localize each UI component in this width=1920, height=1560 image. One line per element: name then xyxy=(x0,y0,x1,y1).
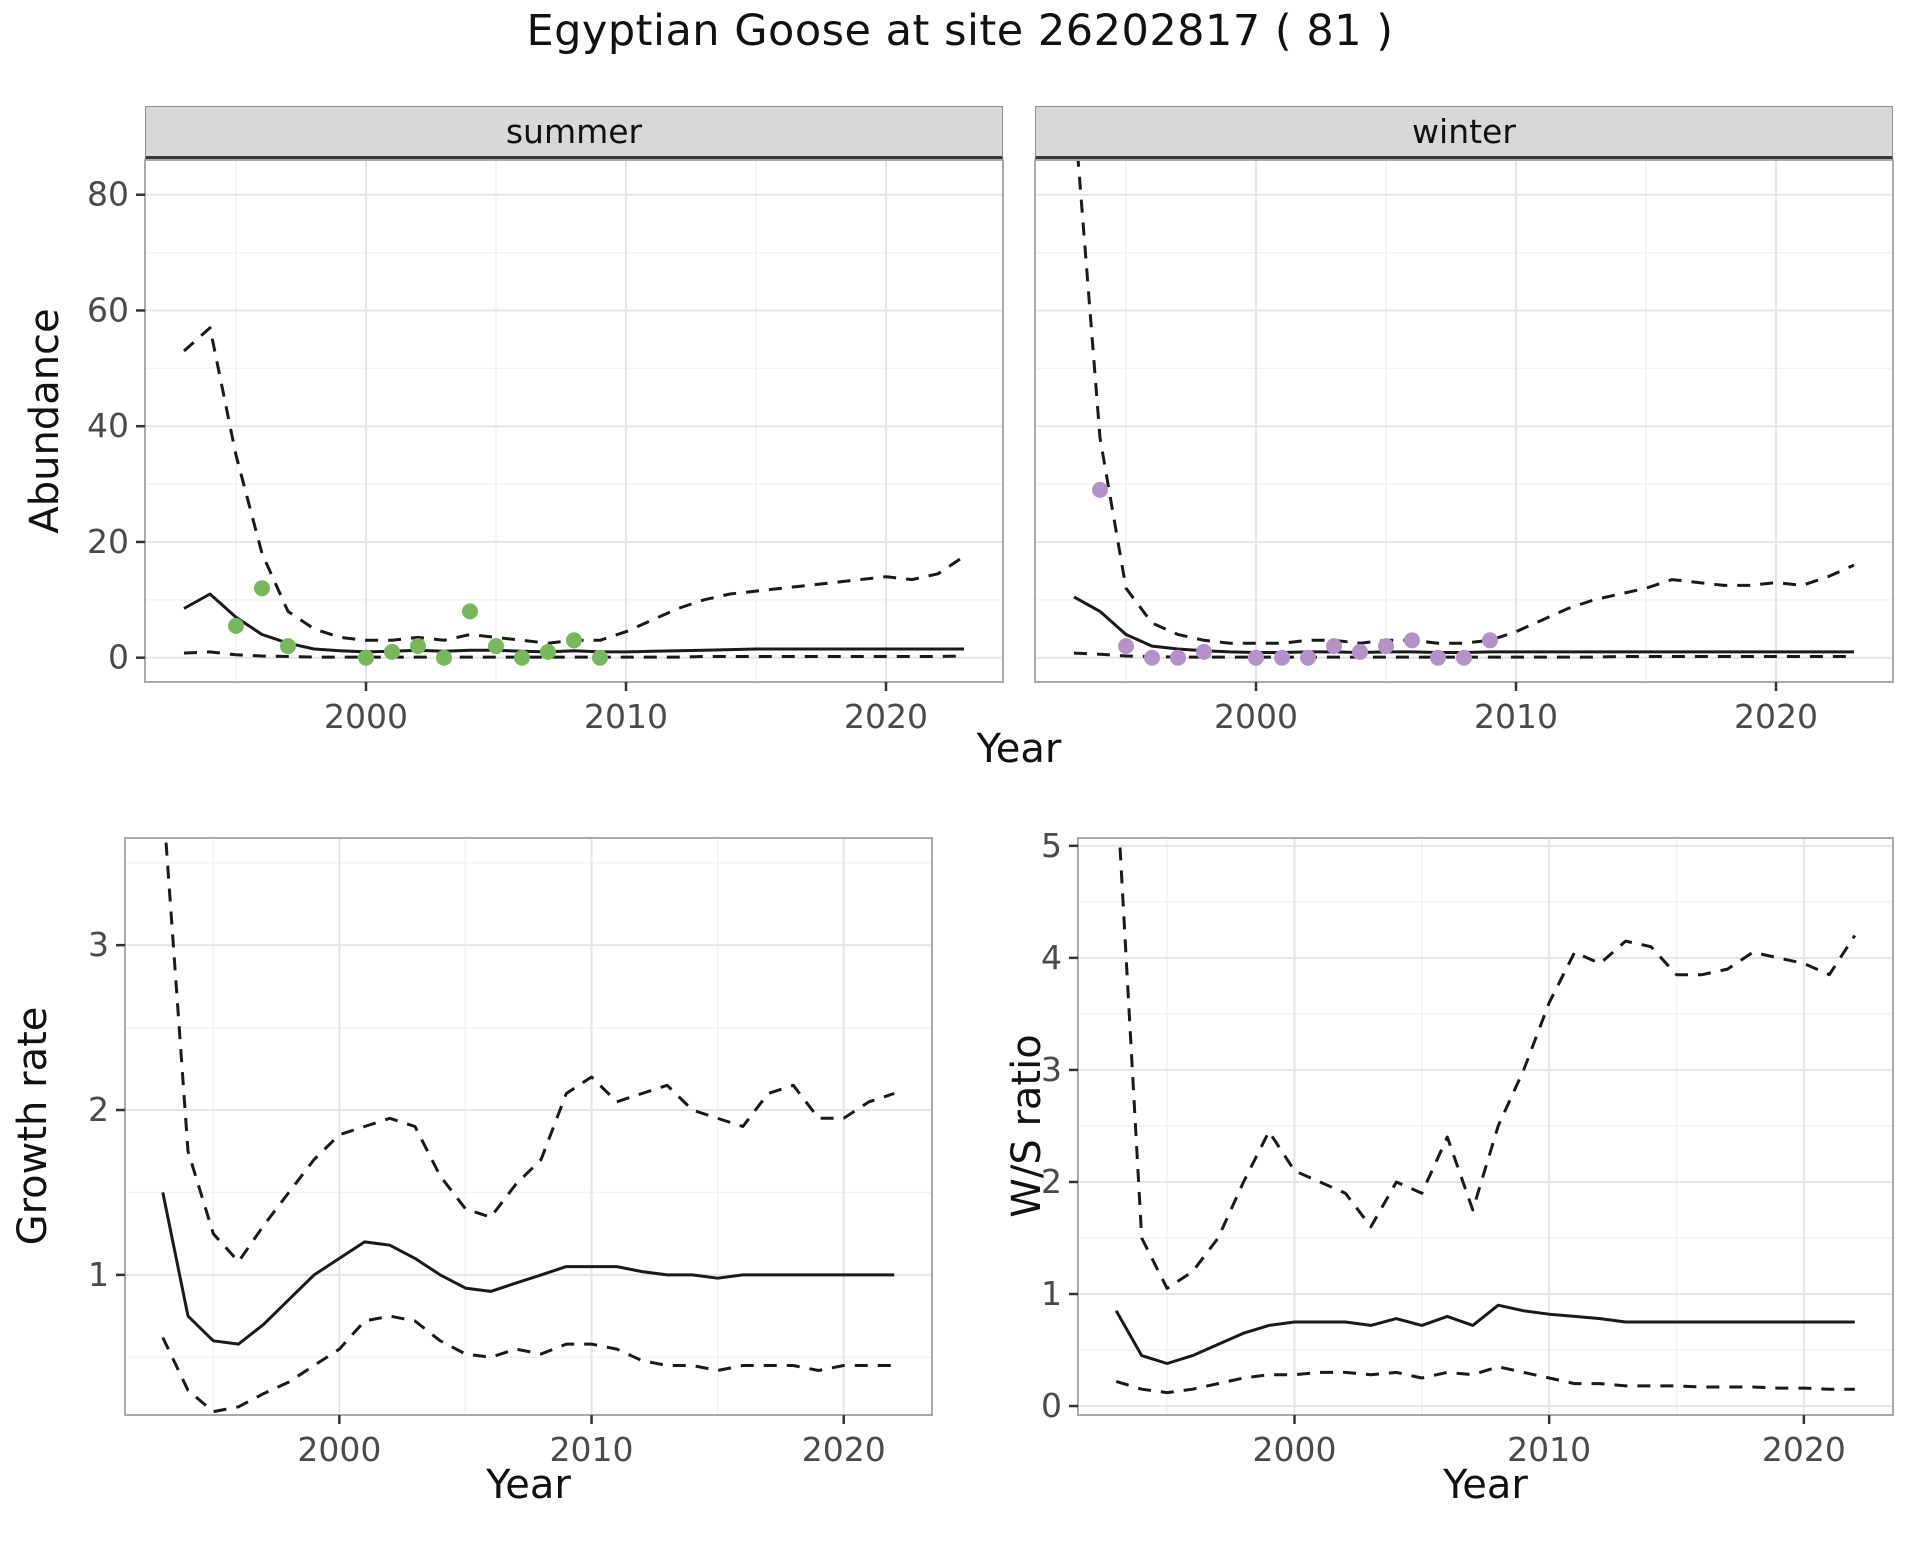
observation-point xyxy=(1482,632,1498,649)
observation-point xyxy=(436,649,452,666)
series-estimate xyxy=(161,1192,895,1346)
y-axis-label-abundance: Abundance xyxy=(22,308,68,534)
y-tick-label: 2 xyxy=(1041,1162,1062,1201)
x-axis-label-year-top: Year xyxy=(976,726,1062,772)
y-tick-label: 40 xyxy=(87,406,129,445)
observation-point xyxy=(1274,649,1290,666)
observation-point xyxy=(1326,638,1342,655)
observation-point xyxy=(1300,649,1316,666)
observation-point xyxy=(1118,638,1134,655)
observation-point xyxy=(566,632,582,649)
y-tick-label: 20 xyxy=(87,522,129,561)
observation-point xyxy=(1248,649,1264,666)
x-tick-label: 2000 xyxy=(1214,697,1298,736)
observation-point xyxy=(540,643,556,660)
x-tick-label: 2010 xyxy=(1507,1430,1591,1469)
observation-point xyxy=(1196,643,1212,660)
panel-abundance-summer: 2000 2010 2020 0 20 40 60 80 xyxy=(87,159,1004,736)
series-upper-ci xyxy=(1076,160,1855,645)
y-axis-label-growth-rate: Growth rate xyxy=(10,1006,56,1246)
observation-point xyxy=(592,649,608,666)
x-tick-label: 2000 xyxy=(324,697,408,736)
series-upper-ci xyxy=(164,838,895,1264)
observation-point xyxy=(228,617,244,634)
x-axis-label-year-bottom-left: Year xyxy=(486,1462,571,1508)
y-tick-label: 0 xyxy=(1041,1386,1062,1425)
y-tick-label: 1 xyxy=(88,1255,109,1294)
observation-point xyxy=(1092,481,1108,498)
observation-point xyxy=(1430,649,1446,666)
observation-point xyxy=(1352,643,1368,660)
panel-growth-rate: 2000 2010 2020 1 2 3 xyxy=(88,837,933,1469)
observation-point xyxy=(410,638,426,655)
series-lower-ci xyxy=(183,650,965,659)
y-tick-label: 60 xyxy=(87,290,129,329)
x-tick-label: 2000 xyxy=(297,1430,381,1469)
series-estimate xyxy=(1114,1303,1855,1365)
x-axis-label-year-bottom-right: Year xyxy=(1443,1462,1528,1508)
observation-point xyxy=(1170,649,1186,666)
y-tick-label: 4 xyxy=(1041,938,1062,977)
observation-point xyxy=(254,580,270,597)
y-tick-label: 3 xyxy=(1041,1050,1062,1089)
observation-point xyxy=(280,638,296,655)
panel-border xyxy=(124,837,933,1416)
observation-point xyxy=(514,649,530,666)
x-tick-label: 2010 xyxy=(584,697,668,736)
y-tick-label: 2 xyxy=(88,1090,109,1129)
observation-point xyxy=(462,603,478,620)
page-title: Egyptian Goose at site 26202817 ( 81 ) xyxy=(526,6,1394,56)
y-axis-label-ws-ratio: W/S ratio xyxy=(1004,1034,1050,1218)
x-tick-label: 2000 xyxy=(1252,1430,1336,1469)
series-lower-ci xyxy=(1073,651,1854,659)
series-lower-ci xyxy=(1115,1365,1855,1395)
series-estimate xyxy=(183,592,964,654)
x-tick-label: 2020 xyxy=(1734,697,1818,736)
panel-border xyxy=(1077,837,1894,1416)
panel-ws-ratio: 2000 2010 2020 0 1 2 3 4 5 xyxy=(1041,826,1894,1469)
x-tick-label: 2020 xyxy=(844,697,928,736)
observation-point xyxy=(488,638,504,655)
facet-strip-winter-label: winter xyxy=(1412,112,1516,151)
observation-point xyxy=(384,643,400,660)
y-tick-label: 0 xyxy=(108,638,129,677)
y-tick-label: 80 xyxy=(87,175,129,214)
x-tick-label: 2010 xyxy=(550,1430,634,1469)
panel-border xyxy=(1034,159,1894,683)
panel-abundance-winter: 2000 2010 2020 xyxy=(1034,159,1894,736)
y-tick-label: 1 xyxy=(1041,1274,1062,1313)
observation-point xyxy=(1378,638,1394,655)
y-tick-label: 3 xyxy=(88,925,109,964)
x-tick-label: 2020 xyxy=(1762,1430,1846,1469)
x-tick-label: 2010 xyxy=(1474,697,1558,736)
observation-point xyxy=(358,649,374,666)
series-lower-ci xyxy=(161,1314,895,1414)
panel-border xyxy=(144,159,1004,683)
facet-strip-winter: winter xyxy=(1035,106,1893,160)
observation-point xyxy=(1144,649,1160,666)
facet-strip-summer-label: summer xyxy=(505,112,643,151)
y-tick-label: 5 xyxy=(1041,826,1062,865)
x-tick-label: 2020 xyxy=(802,1430,886,1469)
observation-point xyxy=(1404,632,1420,649)
facet-strip-summer: summer xyxy=(145,106,1003,160)
observation-point xyxy=(1456,649,1472,666)
series-upper-ci xyxy=(1117,838,1857,1290)
